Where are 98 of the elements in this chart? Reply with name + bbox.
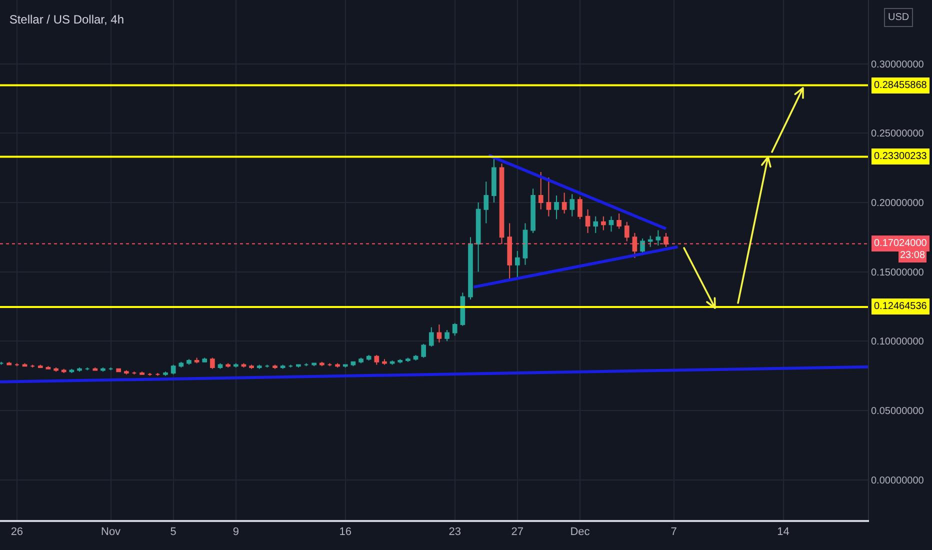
candlestick	[304, 362, 309, 367]
text: 23:08	[900, 250, 926, 261]
candlestick	[108, 366, 114, 371]
candlestick	[14, 362, 20, 367]
candlestick	[210, 357, 215, 370]
candlestick	[226, 362, 230, 368]
candlestick	[492, 156, 496, 203]
candlestick	[390, 360, 395, 366]
candlestick	[178, 361, 184, 368]
candlestick	[444, 330, 450, 342]
candlestick	[256, 364, 262, 370]
candlestick	[499, 163, 504, 245]
candlestick	[132, 371, 137, 375]
candlestick	[538, 171, 544, 210]
candlestick	[147, 372, 152, 376]
candlestick	[218, 362, 223, 370]
x-tick-label: 5	[170, 526, 176, 538]
candlestick	[155, 372, 160, 376]
x-tick-label: 27	[511, 526, 524, 538]
candlestick	[194, 357, 200, 364]
text: Stellar / US Dollar, 4h	[9, 12, 124, 26]
candlestick	[398, 358, 403, 364]
candlestick	[570, 194, 575, 217]
candlestick	[163, 371, 168, 376]
ref-line-label: 0.17024000	[874, 238, 928, 249]
candlestick	[578, 196, 582, 220]
candlestick	[585, 208, 590, 234]
candlestick	[382, 358, 387, 366]
y-tick-label: 0.25000000	[871, 128, 924, 140]
candlestick	[202, 357, 208, 362]
y-tick-label: 0.10000000	[871, 336, 924, 348]
candlestick	[233, 362, 238, 368]
candlestick	[264, 364, 270, 368]
candlestick	[546, 176, 552, 217]
candlestick	[632, 232, 638, 258]
candlestick	[170, 364, 176, 375]
candlestick	[186, 358, 192, 366]
y-tick-label: 0.00000000	[871, 475, 924, 486]
candlestick	[648, 235, 653, 248]
x-tick-label: 16	[339, 526, 352, 538]
y-tick-label: 0.15000000	[871, 267, 924, 278]
y-tick-label: 0.20000000	[871, 198, 924, 209]
candlestick	[428, 326, 434, 348]
candlestick	[554, 195, 559, 220]
candlestick	[30, 364, 35, 368]
candlestick	[327, 362, 332, 367]
candlestick	[515, 250, 520, 280]
candlestick	[272, 364, 278, 370]
candlestick	[288, 364, 294, 368]
candlestick	[601, 216, 606, 231]
candlestick	[522, 222, 528, 266]
candlestick	[116, 368, 122, 372]
candlestick	[124, 370, 129, 375]
candlestick	[593, 216, 598, 234]
candlestick	[562, 192, 567, 214]
candlestick	[421, 343, 426, 358]
candlestick	[624, 221, 630, 242]
candlestick	[664, 232, 668, 248]
x-tick-label: 7	[670, 526, 677, 538]
candlestick	[140, 371, 144, 375]
candlestick	[452, 322, 458, 336]
candlestick	[656, 230, 661, 246]
x-tick-label: Dec	[570, 526, 590, 538]
candlestick	[280, 364, 286, 370]
candlestick	[296, 364, 301, 368]
candlestick	[366, 354, 372, 362]
candlestick	[374, 354, 380, 366]
candlestick	[530, 188, 536, 234]
candlestick	[358, 357, 364, 364]
ref-line-label: 0.23300233	[874, 151, 928, 162]
x-tick-label: 23	[448, 526, 461, 538]
x-tick-label: 26	[10, 526, 24, 538]
x-tick-label: 9	[232, 526, 239, 538]
candlestick	[476, 202, 481, 272]
candlestick	[335, 362, 340, 368]
y-tick-label: 0.30000000	[871, 59, 924, 70]
candlestick	[69, 368, 74, 374]
candlestick	[241, 362, 246, 368]
candlestick	[616, 213, 622, 230]
candlestick	[468, 236, 473, 300]
candlestick	[46, 366, 51, 370]
candlestick	[38, 364, 43, 368]
candlestick	[436, 324, 442, 344]
y-tick-label: 0.05000000	[871, 406, 924, 417]
candlestick	[406, 357, 410, 362]
candlestick	[608, 216, 614, 232]
candlestick	[484, 181, 489, 224]
candlestick	[249, 364, 254, 370]
ref-line-label: 0.28455868	[874, 80, 928, 91]
x-tick-label: Nov	[101, 526, 122, 538]
candlestick	[507, 222, 512, 280]
candlestick	[84, 366, 90, 371]
candlestick	[61, 368, 66, 374]
x-tick-label: 14	[777, 526, 790, 538]
text: USD	[888, 12, 910, 23]
ref-line-label: 0.12464536	[874, 301, 928, 312]
candlestick	[0, 361, 4, 366]
candlestick	[342, 364, 348, 368]
